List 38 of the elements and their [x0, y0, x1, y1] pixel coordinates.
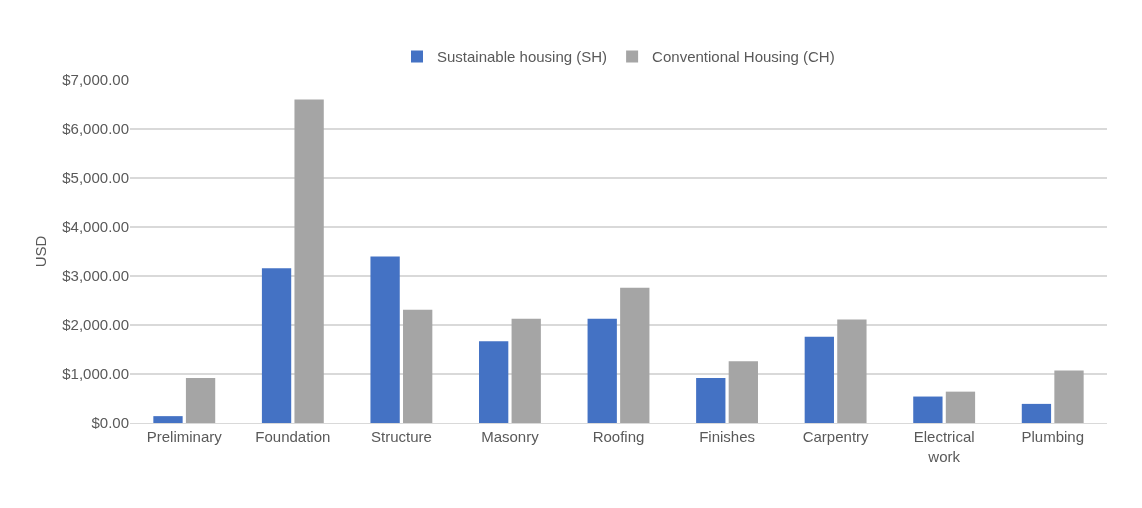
y-tick-label: $3,000.00 — [62, 267, 129, 285]
bar — [185, 377, 216, 423]
bar — [728, 361, 758, 423]
bar — [403, 309, 433, 423]
y-axis-title: USD — [31, 235, 49, 268]
bar — [1054, 370, 1084, 423]
y-tick-label: $0.00 — [91, 414, 129, 432]
y-tick-label: $5,000.00 — [62, 169, 129, 187]
y-tick-label: $1,000.00 — [62, 365, 129, 383]
y-tick-label: $2,000.00 — [62, 316, 129, 334]
y-tick-label: $6,000.00 — [62, 120, 129, 138]
x-tick-label: Plumbing — [1021, 428, 1084, 445]
bar — [479, 341, 509, 423]
bar — [620, 287, 650, 423]
x-tick-label: Roofing — [592, 428, 645, 445]
x-tick-label: Foundation — [255, 428, 331, 445]
y-tick-label: $4,000.00 — [62, 218, 129, 236]
bar — [945, 391, 976, 423]
bar — [511, 318, 541, 423]
bar — [837, 319, 867, 423]
bar — [696, 377, 726, 423]
bar — [370, 256, 400, 423]
bar — [153, 416, 183, 423]
x-tick-label: Electrical work — [913, 428, 975, 465]
x-tick-label: Carpentry — [802, 428, 870, 445]
bar — [804, 336, 834, 423]
bar — [1021, 403, 1052, 423]
bar — [913, 396, 943, 423]
legend-label: Conventional Housing (CH) — [652, 48, 835, 66]
bar — [261, 268, 292, 423]
legend-label: Sustainable housing (SH) — [437, 48, 608, 66]
x-tick-label: Masonry — [481, 428, 540, 445]
x-tick-label: Preliminary — [146, 428, 223, 445]
bar — [587, 318, 617, 423]
bar — [294, 99, 324, 423]
y-tick-label: $7,000.00 — [62, 71, 129, 89]
x-tick-label: Structure — [370, 428, 432, 445]
x-tick-label: Finishes — [699, 428, 755, 445]
